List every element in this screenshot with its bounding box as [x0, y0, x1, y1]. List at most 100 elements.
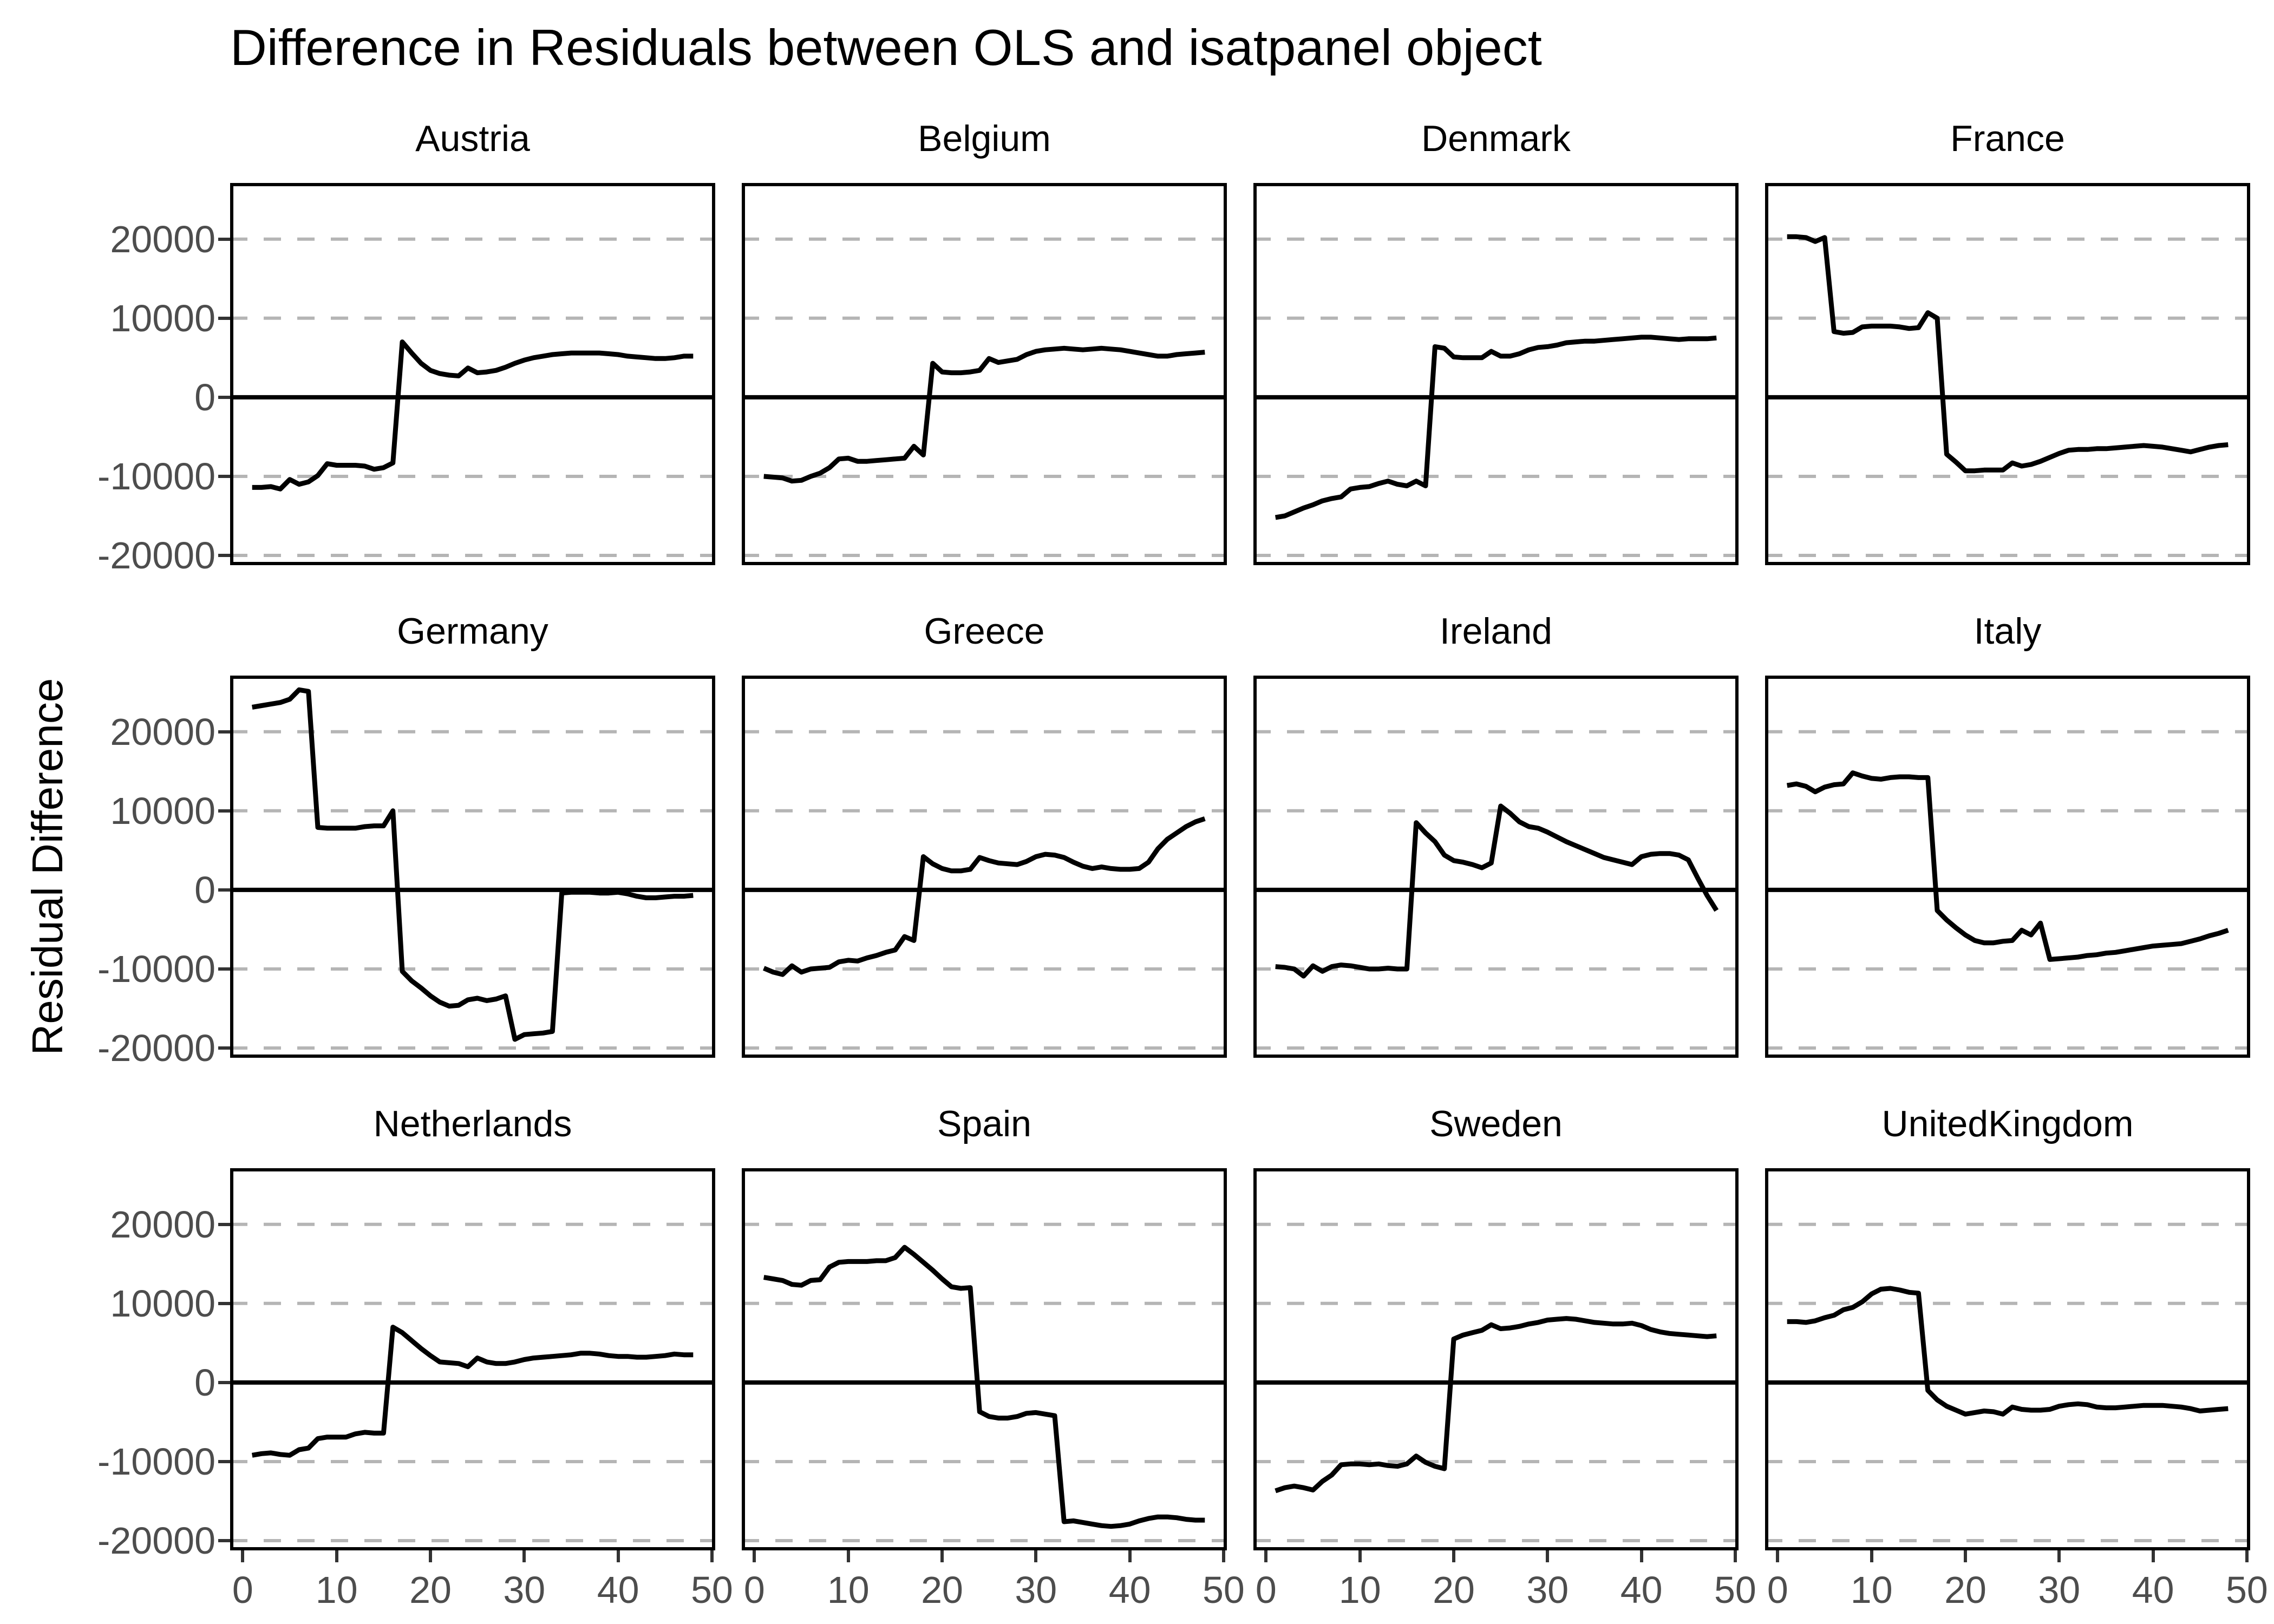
- facet-title-france: France: [1950, 118, 2065, 159]
- x-tick-mark: [1358, 1550, 1362, 1562]
- y-tick-mark: [218, 967, 230, 971]
- x-tick-label: 20: [409, 1569, 452, 1611]
- panel-border: [1765, 183, 2250, 565]
- x-tick-label: 10: [1850, 1569, 1893, 1611]
- facet-title-netherlands: Netherlands: [373, 1103, 572, 1144]
- residual-line-netherlands: [251, 1325, 694, 1458]
- y-tick-label: -20000: [97, 1027, 215, 1070]
- panel-border: [1765, 676, 2250, 1058]
- chart-title: Difference in Residuals between OLS and …: [230, 19, 1542, 76]
- facet-title-denmark: Denmark: [1421, 118, 1571, 159]
- x-tick-mark: [1546, 1550, 1550, 1562]
- x-tick-label: 30: [503, 1569, 546, 1611]
- residual-line-spain: [763, 1245, 1205, 1529]
- facet-title-austria: Austria: [415, 118, 530, 159]
- x-tick-mark: [1128, 1550, 1132, 1562]
- y-tick-label: -10000: [97, 455, 215, 497]
- x-tick-mark: [753, 1550, 756, 1562]
- panel-denmark: [1253, 183, 1739, 565]
- panel-border: [1765, 1168, 2250, 1550]
- residual-line-austria: [252, 339, 694, 492]
- x-tick-label: 0: [743, 1569, 765, 1611]
- x-tick-label: 10: [827, 1569, 870, 1611]
- x-tick-label: 30: [2038, 1569, 2081, 1611]
- y-tick-label: 0: [194, 1361, 215, 1404]
- x-tick-mark: [1034, 1550, 1038, 1562]
- y-tick-label: 10000: [110, 1282, 215, 1325]
- facet-title-unitedkingdom: UnitedKingdom: [1881, 1103, 2134, 1144]
- x-tick-label: 20: [1944, 1569, 1987, 1611]
- facet-title-germany: Germany: [397, 611, 548, 652]
- residual-line-greece: [762, 816, 1206, 977]
- x-tick-label: 10: [1338, 1569, 1381, 1611]
- y-tick-mark: [218, 888, 230, 892]
- y-tick-label: 0: [194, 376, 215, 418]
- y-tick-mark: [218, 809, 230, 813]
- y-tick-mark: [218, 554, 230, 558]
- panel-border: [1253, 1168, 1739, 1550]
- x-tick-label: 0: [1767, 1569, 1788, 1611]
- panel-unitedkingdom: [1765, 1168, 2250, 1550]
- residual-line-denmark: [1275, 335, 1717, 520]
- panel-italy: [1765, 676, 2250, 1058]
- panel-spain: [742, 1168, 1227, 1550]
- panel-border: [230, 183, 715, 565]
- facet-title-italy: Italy: [1974, 611, 2042, 652]
- residual-line-ireland: [1275, 803, 1719, 979]
- x-tick-mark: [1776, 1550, 1780, 1562]
- x-tick-mark: [1452, 1550, 1455, 1562]
- x-tick-mark: [2245, 1550, 2249, 1562]
- x-tick-mark: [940, 1550, 944, 1562]
- residual-line-belgium: [763, 345, 1205, 484]
- facet-title-ireland: Ireland: [1440, 611, 1552, 652]
- panel-austria: [230, 183, 715, 565]
- panel-netherlands: [230, 1168, 715, 1550]
- panel-border: [742, 676, 1227, 1058]
- facet-title-greece: Greece: [924, 611, 1045, 652]
- x-tick-mark: [1870, 1550, 1873, 1562]
- panel-belgium: [742, 183, 1227, 565]
- y-tick-mark: [218, 1459, 230, 1463]
- panel-sweden: [1253, 1168, 1739, 1550]
- y-tick-label: -20000: [97, 1520, 215, 1562]
- x-tick-mark: [846, 1550, 850, 1562]
- y-tick-mark: [218, 237, 230, 241]
- residual-line-france: [1787, 234, 2229, 474]
- panel-border: [742, 1168, 1227, 1550]
- y-tick-mark: [218, 1301, 230, 1305]
- x-tick-mark: [1221, 1550, 1225, 1562]
- x-tick-mark: [2151, 1550, 2155, 1562]
- y-tick-label: 20000: [110, 710, 215, 753]
- residual-line-sweden: [1275, 1316, 1717, 1494]
- x-tick-label: 40: [1620, 1569, 1663, 1611]
- x-tick-label: 50: [1202, 1569, 1245, 1611]
- x-tick-label: 0: [232, 1569, 253, 1611]
- y-tick-mark: [218, 395, 230, 399]
- x-tick-label: 0: [1255, 1569, 1277, 1611]
- facet-title-sweden: Sweden: [1429, 1103, 1563, 1144]
- panel-greece: [742, 676, 1227, 1058]
- panel-ireland: [1253, 676, 1739, 1058]
- x-tick-mark: [429, 1550, 432, 1562]
- x-tick-label: 50: [690, 1569, 733, 1611]
- x-tick-mark: [1964, 1550, 1967, 1562]
- panel-border: [1253, 183, 1739, 565]
- panel-france: [1765, 183, 2250, 565]
- y-tick-label: 0: [194, 868, 215, 911]
- x-tick-mark: [522, 1550, 526, 1562]
- y-tick-mark: [218, 1046, 230, 1050]
- y-tick-label: 20000: [110, 1203, 215, 1246]
- x-tick-mark: [616, 1550, 620, 1562]
- x-tick-label: 30: [1015, 1569, 1057, 1611]
- y-tick-mark: [218, 730, 230, 734]
- facet-title-spain: Spain: [937, 1103, 1031, 1144]
- x-tick-label: 30: [1526, 1569, 1569, 1611]
- y-tick-label: -10000: [97, 1440, 215, 1483]
- y-tick-label: -20000: [97, 534, 215, 577]
- x-tick-label: 20: [1433, 1569, 1475, 1611]
- panel-germany: [230, 676, 715, 1058]
- x-tick-mark: [710, 1550, 714, 1562]
- x-tick-label: 40: [2132, 1569, 2174, 1611]
- x-tick-mark: [335, 1550, 338, 1562]
